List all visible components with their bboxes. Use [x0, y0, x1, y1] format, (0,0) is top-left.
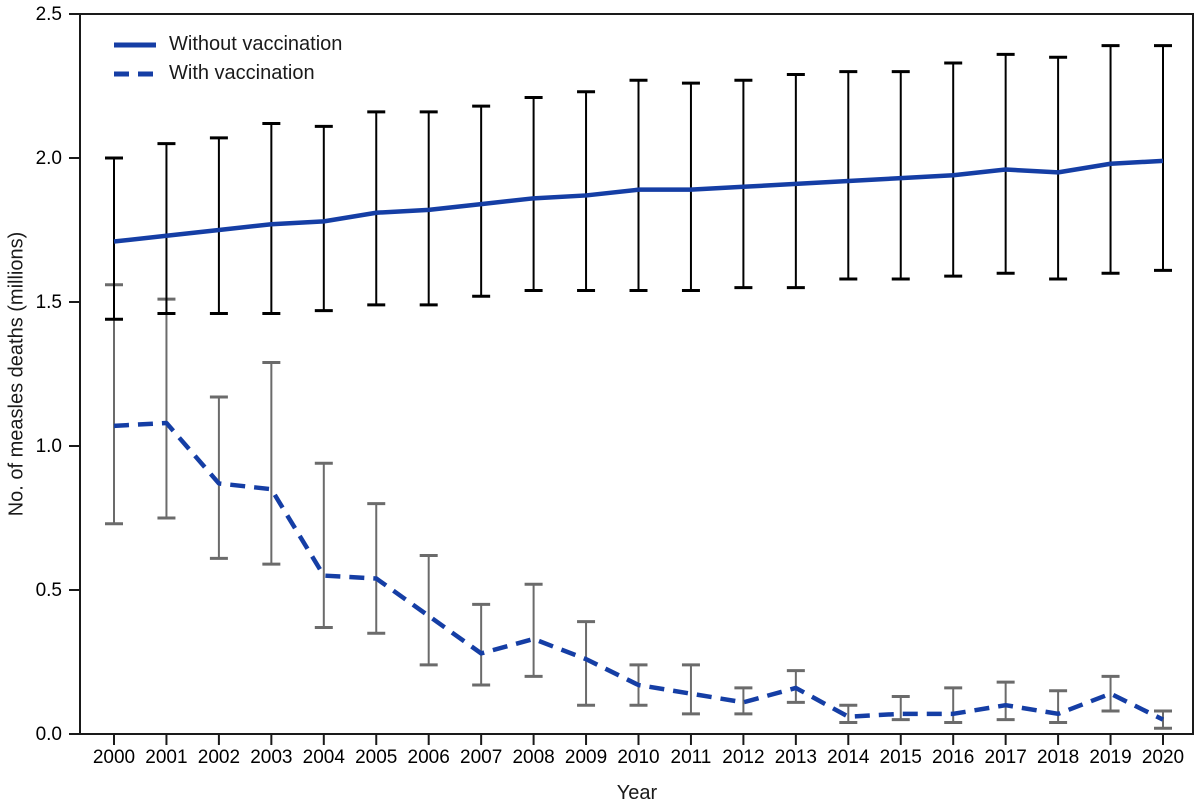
- chart-legend: Without vaccination With vaccination: [112, 34, 342, 85]
- x-tick-label: 2002: [198, 747, 240, 768]
- x-tick-label: 2003: [250, 747, 292, 768]
- x-tick-label: 2006: [408, 747, 450, 768]
- y-tick-label: 2.5: [36, 4, 62, 25]
- legend-item-without-vaccination: Without vaccination: [112, 34, 342, 56]
- y-tick-label: 0.5: [36, 580, 62, 601]
- y-tick-label: 2.0: [36, 148, 62, 169]
- x-tick-label: 2000: [93, 747, 135, 768]
- x-axis-title: Year: [616, 782, 658, 804]
- x-tick-label: 2014: [827, 747, 870, 768]
- x-tick-label: 2004: [303, 747, 346, 768]
- x-tick-label: 2007: [460, 747, 502, 768]
- x-tick-label: 2015: [880, 747, 922, 768]
- x-tick-label: 2019: [1089, 747, 1131, 768]
- x-tick-label: 2016: [932, 747, 974, 768]
- x-tick-label: 2008: [512, 747, 554, 768]
- legend-label-with-vaccination: With vaccination: [169, 62, 315, 84]
- y-tick-label: 1.5: [36, 292, 62, 313]
- series-line-without-vaccination: [113, 158, 1164, 244]
- legend-label-without-vaccination: Without vaccination: [169, 33, 343, 55]
- legend-swatch-dashed-line: [114, 71, 156, 77]
- x-tick-label: 2010: [617, 747, 659, 768]
- x-tick-label: 2013: [775, 747, 817, 768]
- x-tick-label: 2011: [671, 747, 712, 768]
- legend-swatch-solid-line: [114, 42, 156, 48]
- x-tick-label: 2018: [1037, 747, 1079, 768]
- x-tick-label: 2005: [355, 747, 397, 768]
- y-axis-title: No. of measles deaths (millions): [5, 231, 28, 517]
- x-tick-label: 2012: [722, 747, 764, 768]
- x-tick-label: 2001: [145, 747, 187, 768]
- y-tick-label: 0.0: [36, 724, 62, 745]
- y-tick-label: 1.0: [36, 436, 62, 457]
- x-tick-label: 2017: [985, 747, 1027, 768]
- legend-item-with-vaccination: With vaccination: [112, 63, 342, 85]
- plot-frame: [79, 13, 1194, 735]
- x-tick-label: 2020: [1142, 747, 1184, 768]
- series-line-with-vaccination: [113, 420, 1164, 722]
- x-tick-label: 2009: [565, 747, 607, 768]
